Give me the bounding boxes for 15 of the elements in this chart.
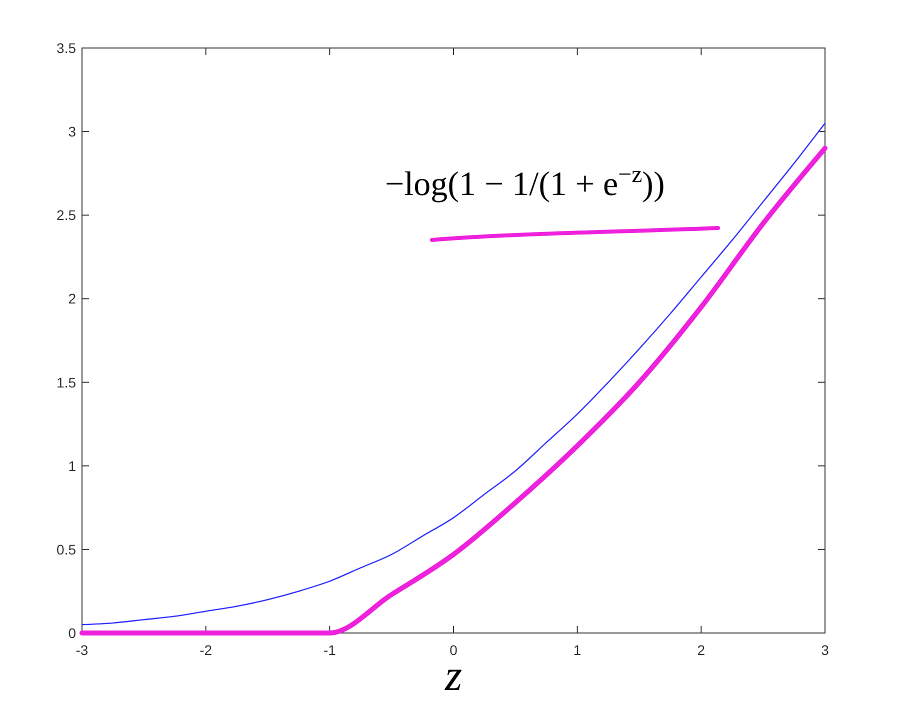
- x-tick-label: 3: [821, 642, 830, 658]
- y-tick-label: 1.5: [56, 374, 76, 390]
- y-tick-label: 1: [68, 458, 76, 474]
- y-tick-label: 0: [68, 625, 76, 641]
- x-tick-label: 2: [697, 642, 706, 658]
- x-tick-label: -3: [76, 642, 88, 658]
- y-tick-label: 0.5: [56, 541, 76, 558]
- x-tick-label: -2: [200, 642, 212, 658]
- y-tick-label: 2: [68, 290, 76, 307]
- x-tick-label: -1: [323, 642, 336, 658]
- y-tick-label: 2.5: [56, 207, 76, 224]
- annotation: −log(1 − 1/(1 + e$^{−z}$)): [385, 162, 665, 203]
- y-tick-label: 3.5: [56, 40, 76, 56]
- y-tick-label: 3: [68, 124, 76, 140]
- x-tick-label: 1: [573, 642, 582, 658]
